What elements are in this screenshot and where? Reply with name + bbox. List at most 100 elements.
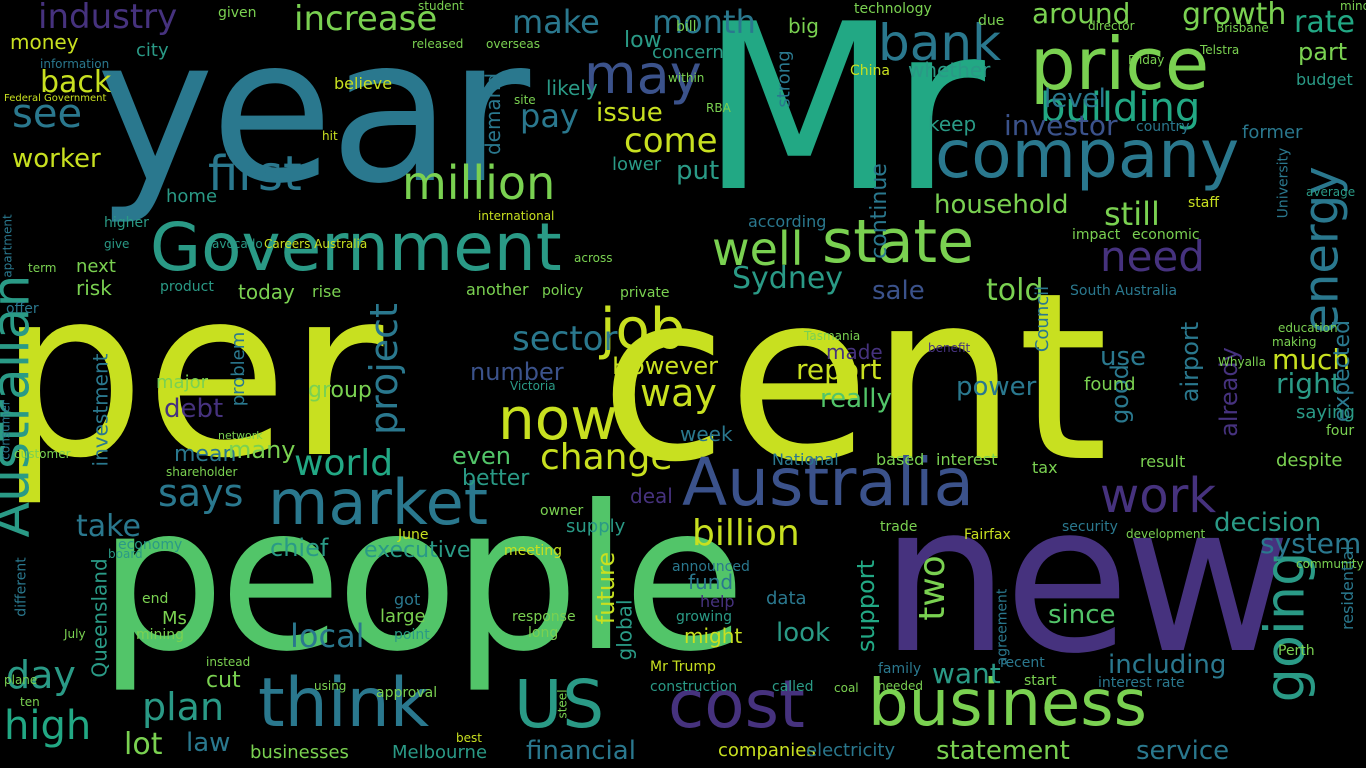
word-next: next	[76, 256, 116, 277]
word-director: director	[1088, 19, 1135, 33]
word-risk: risk	[76, 276, 112, 300]
word-growth: growth	[1182, 0, 1287, 32]
word-according: according	[748, 212, 827, 231]
word-back: back	[40, 65, 112, 100]
word-million: million	[402, 156, 556, 210]
word-saying: saying	[1296, 402, 1355, 423]
word-higher: higher	[104, 215, 149, 231]
word-worker: worker	[12, 144, 101, 174]
word-report: report	[796, 353, 882, 386]
word-council: Council	[1032, 285, 1054, 353]
word-across: across	[574, 251, 613, 265]
word-believe: believe	[334, 74, 393, 93]
word-since: since	[1048, 600, 1116, 630]
word-information: information	[40, 57, 110, 71]
word-staff: staff	[1188, 195, 1220, 211]
word-approval: approval	[376, 685, 438, 701]
word-found: found	[1084, 374, 1136, 395]
word-make: make	[512, 3, 600, 41]
word-telstra: Telstra	[1200, 43, 1240, 57]
word-decision: decision	[1214, 508, 1322, 538]
word-owner: owner	[540, 503, 584, 519]
word-problem: problem	[228, 331, 250, 407]
word-deal: deal	[630, 484, 673, 508]
word-system: system	[1260, 527, 1362, 560]
word-increase: increase	[294, 0, 438, 39]
word-two: two	[911, 555, 953, 621]
word-national: National	[772, 450, 839, 469]
word-household: household	[934, 190, 1069, 220]
word-plan: plan	[142, 685, 225, 729]
word-money: money	[10, 30, 79, 54]
word-first: first	[208, 146, 302, 202]
word-june: June	[398, 527, 429, 543]
word-project: project	[361, 303, 406, 435]
word-investor: investor	[1004, 109, 1118, 142]
word-high: high	[4, 703, 92, 749]
word-victoria: Victoria	[510, 379, 556, 393]
word-companies: companies	[718, 740, 816, 761]
word-sydney: Sydney	[732, 261, 844, 296]
word-way: way	[640, 371, 717, 415]
word-cent: cent	[600, 243, 1109, 513]
word-network: network	[218, 429, 263, 442]
word-told: told	[986, 273, 1044, 308]
word-really: really	[820, 384, 892, 414]
word-might: might	[684, 624, 743, 648]
word-average: average	[1306, 185, 1356, 199]
word-family: family	[878, 661, 922, 677]
word-queensland: Queensland	[87, 558, 112, 678]
word-people: people	[98, 463, 746, 696]
word-former: former	[1242, 122, 1303, 143]
word-mining: mining	[136, 627, 185, 643]
word-executive: executive	[364, 538, 471, 563]
word-still: still	[1104, 195, 1160, 233]
word-business: business	[868, 667, 1147, 741]
word-large: large	[380, 606, 426, 627]
word-pay: pay	[520, 97, 579, 135]
word-china: China	[850, 63, 890, 79]
word-instead: instead	[206, 655, 251, 669]
word-best: best	[456, 731, 482, 745]
word-change: change	[540, 437, 673, 478]
word-international: international	[478, 209, 555, 223]
word-data: data	[766, 588, 807, 609]
word-global: global	[612, 599, 637, 661]
word-four: four	[1326, 423, 1355, 439]
word-new: new	[880, 461, 1292, 699]
word-announced: announced	[672, 559, 750, 575]
word-government: Government	[150, 209, 562, 286]
word-due: due	[978, 13, 1005, 29]
word-price: price	[1030, 22, 1210, 106]
word-interest-rate: interest rate	[1098, 675, 1185, 691]
word-brisbane: Brisbane	[1216, 21, 1269, 35]
word-home: home	[166, 186, 218, 207]
word-perth: Perth	[1278, 643, 1315, 659]
word-mind: mind	[1340, 0, 1366, 13]
word-impact: impact	[1072, 227, 1121, 243]
word-within: within	[668, 71, 705, 85]
word-per: per	[0, 239, 384, 509]
word-major: major	[156, 372, 208, 393]
word-education: education	[1278, 321, 1338, 335]
word-term: term	[28, 261, 57, 275]
word-group: group	[308, 378, 372, 403]
word-local: local	[290, 617, 365, 655]
word-better: better	[462, 466, 530, 491]
word-mr-trump: Mr Trump	[650, 659, 716, 675]
word-recent: recent	[1000, 655, 1045, 671]
word-lower: lower	[612, 154, 662, 175]
word-supply: supply	[566, 516, 626, 537]
word-much: much	[1272, 343, 1351, 376]
word-rba: RBA	[706, 101, 731, 115]
word-may: may	[584, 43, 702, 106]
word-start: start	[1024, 673, 1057, 689]
word-needed: needed	[878, 679, 923, 693]
word-technology: technology	[854, 1, 932, 17]
word-agreement: agreement	[994, 588, 1011, 666]
word-australia: Australia	[682, 444, 974, 521]
word-continue: continue	[866, 163, 892, 259]
word-plane: plane	[4, 673, 38, 687]
word-economic: economic	[1132, 227, 1200, 243]
